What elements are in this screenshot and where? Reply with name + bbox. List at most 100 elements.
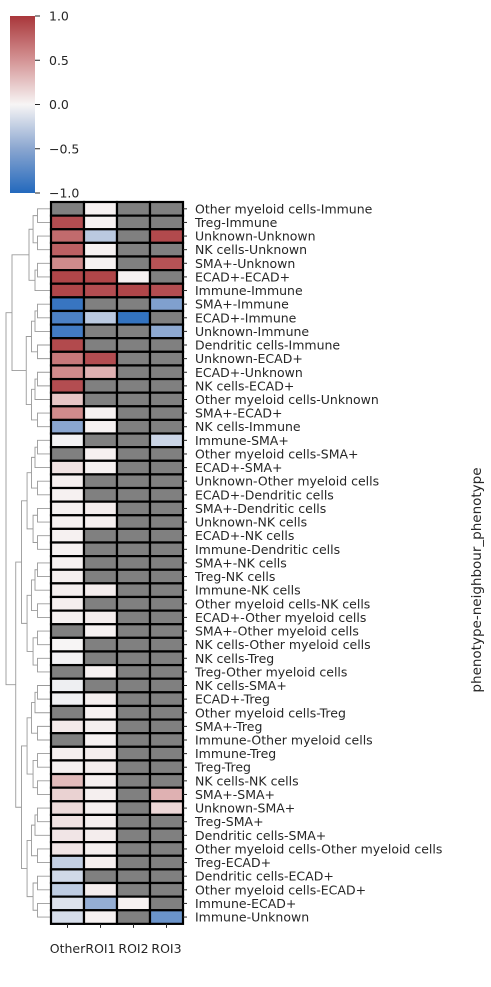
heatmap-cell — [49, 732, 86, 748]
row-label: Immune-Unknown — [195, 910, 309, 925]
heatmap-cell — [49, 704, 86, 721]
colorbar-tick-label: 1.0 — [49, 9, 69, 24]
heatmap-cell — [148, 228, 185, 244]
heatmap-cell — [82, 868, 119, 885]
dendrogram-link — [37, 657, 50, 673]
row-label: Immune-Dendritic cells — [195, 542, 340, 557]
dendrogram-link — [37, 630, 50, 646]
heatmap-cell — [148, 364, 185, 381]
row-label: Other myeloid cells-NK cells — [195, 596, 370, 611]
row-label: NK cells-Unknown — [195, 242, 307, 257]
heatmap-cell — [148, 650, 185, 667]
heatmap-cell — [82, 350, 119, 367]
row-dendrogram — [5, 208, 50, 918]
heatmap-cell — [49, 364, 86, 381]
row-label: Treg-Treg — [194, 760, 251, 775]
heatmap-cell — [49, 200, 86, 217]
heatmap-cell — [115, 255, 152, 272]
heatmap-cell — [82, 555, 119, 571]
heatmap-cell — [115, 446, 152, 462]
heatmap-cell — [49, 595, 86, 612]
heatmap-cell — [49, 459, 86, 476]
heatmap-cell — [148, 772, 185, 789]
heatmap-cell — [49, 214, 86, 231]
heatmap-cell — [82, 909, 119, 925]
heatmap-cell — [49, 663, 86, 680]
heatmap-cell — [82, 786, 119, 803]
heatmap-cell — [49, 691, 86, 708]
heatmap-cell — [148, 350, 185, 367]
dendrogram-link — [37, 562, 50, 577]
dendrogram-link — [37, 439, 50, 455]
heatmap-cell — [49, 745, 86, 762]
heatmap-cell — [115, 541, 152, 558]
dendrogram-link — [37, 848, 50, 864]
heatmap-cell — [49, 446, 86, 462]
dendrogram-link — [37, 780, 50, 795]
heatmap-cell — [82, 241, 119, 258]
row-label: ECAD+-SMA+ — [195, 460, 283, 475]
heatmap-cell — [115, 732, 152, 748]
dendrogram-link — [37, 725, 50, 741]
heatmap-cell — [49, 881, 86, 898]
heatmap-cell — [115, 282, 152, 299]
heatmap-cell — [82, 732, 119, 748]
heatmap-cell — [148, 527, 185, 544]
heatmap-cell — [148, 595, 185, 612]
heatmap-cell — [115, 868, 152, 885]
heatmap-cell — [148, 691, 185, 708]
heatmap-cell — [148, 486, 185, 503]
heatmap-cell — [82, 323, 119, 340]
heatmap-cell — [49, 677, 86, 694]
heatmap-cell — [148, 895, 185, 912]
heatmap-cell — [49, 377, 86, 394]
dendrogram-link — [32, 514, 38, 543]
row-label: NK cells-Treg — [195, 651, 274, 666]
heatmap-cell — [148, 214, 185, 231]
heatmap-cell — [49, 555, 86, 571]
heatmap-cell — [49, 418, 86, 435]
column-labels: Other ROI1 ROI2 ROI3 — [50, 923, 182, 956]
heatmap-cell — [148, 200, 185, 217]
heatmap-cell — [115, 214, 152, 231]
heatmap-cell — [82, 881, 119, 898]
row-label: NK cells-ECAD+ — [195, 378, 294, 393]
heatmap-cell — [49, 241, 86, 258]
heatmap-cell — [49, 282, 86, 299]
heatmap-cell — [148, 868, 185, 885]
heatmap-cell — [82, 745, 119, 762]
dendrogram-link — [25, 336, 32, 406]
dendrogram-link — [37, 480, 50, 496]
heatmap-cell — [49, 296, 86, 313]
dendrogram-link — [37, 753, 50, 768]
heatmap-cell — [148, 555, 185, 571]
dendrogram-link — [31, 579, 38, 612]
heatmap-cell — [82, 663, 119, 680]
heatmap-cell — [148, 514, 185, 530]
row-label: Treg-Other myeloid cells — [194, 664, 347, 679]
dendrogram-link — [26, 717, 34, 775]
heatmap-cell — [115, 269, 152, 285]
dendrogram-link — [37, 508, 50, 523]
heatmap-cell — [148, 568, 185, 585]
heatmap-cell — [115, 514, 152, 530]
dendrogram-link — [37, 262, 50, 278]
heatmap-cell — [148, 759, 185, 776]
row-label: Dendritic cells-SMA+ — [195, 828, 326, 843]
heatmap-cell — [49, 405, 86, 422]
row-label: ECAD+-ECAD+ — [195, 269, 290, 284]
dendrogram-link — [21, 745, 28, 869]
heatmap-cell — [49, 473, 86, 490]
heatmap-cell — [148, 841, 185, 857]
heatmap-cell — [148, 813, 185, 830]
heatmap-cell — [115, 377, 152, 394]
heatmap-cell — [148, 541, 185, 558]
heatmap-cell — [148, 255, 185, 272]
row-label: ECAD+-Treg — [195, 692, 270, 707]
row-label: Other myeloid cells-Unknown — [195, 392, 379, 407]
heatmap-cell — [115, 609, 152, 626]
heatmap-cell — [49, 309, 86, 326]
heatmap-cell — [148, 391, 185, 408]
heatmap-cell — [49, 650, 86, 667]
dendrogram-link — [31, 702, 38, 734]
